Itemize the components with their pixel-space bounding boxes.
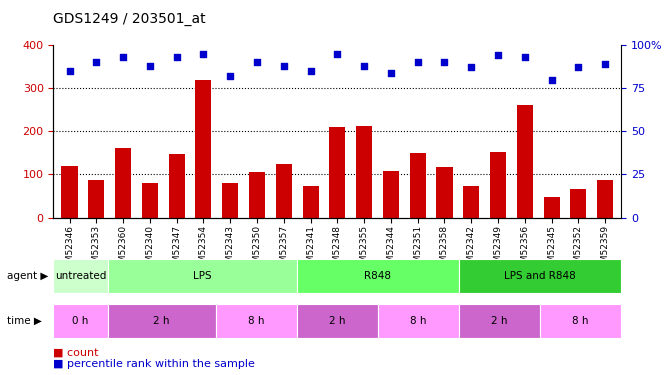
- Point: [385, 70, 396, 76]
- Text: untreated: untreated: [55, 271, 106, 280]
- Bar: [195, 80, 212, 218]
- Bar: [329, 127, 345, 218]
- Bar: [303, 186, 319, 218]
- Text: 8 h: 8 h: [248, 316, 265, 326]
- Point: [91, 59, 102, 65]
- Bar: [356, 126, 372, 218]
- Point: [600, 61, 611, 67]
- Bar: [517, 105, 533, 218]
- Bar: [436, 167, 452, 218]
- Point: [466, 64, 476, 70]
- Bar: [463, 186, 479, 218]
- Bar: [490, 152, 506, 217]
- Point: [64, 68, 75, 74]
- Point: [118, 54, 128, 60]
- Bar: [222, 183, 238, 218]
- Bar: [168, 154, 184, 218]
- Point: [252, 59, 263, 65]
- Bar: [276, 164, 292, 218]
- Point: [359, 63, 369, 69]
- Text: ■ count: ■ count: [53, 348, 99, 357]
- Bar: [61, 166, 77, 218]
- Point: [279, 63, 289, 69]
- Point: [546, 76, 557, 82]
- Bar: [88, 180, 104, 218]
- Point: [225, 73, 236, 79]
- Text: 2 h: 2 h: [154, 316, 170, 326]
- Bar: [409, 153, 426, 218]
- Point: [493, 53, 504, 58]
- Point: [144, 63, 155, 69]
- Point: [198, 51, 209, 57]
- Bar: [115, 148, 131, 217]
- Point: [412, 59, 423, 65]
- Point: [305, 68, 316, 74]
- Text: GDS1249 / 203501_at: GDS1249 / 203501_at: [53, 12, 206, 26]
- Text: LPS: LPS: [193, 271, 212, 280]
- Text: agent ▶: agent ▶: [7, 271, 48, 280]
- Point: [439, 59, 450, 65]
- Text: ■ percentile rank within the sample: ■ percentile rank within the sample: [53, 359, 255, 369]
- Point: [520, 54, 530, 60]
- Point: [332, 51, 343, 57]
- Bar: [249, 172, 265, 217]
- Text: 8 h: 8 h: [572, 316, 589, 326]
- Text: 2 h: 2 h: [329, 316, 345, 326]
- Bar: [142, 183, 158, 218]
- Text: R848: R848: [365, 271, 391, 280]
- Text: LPS and R848: LPS and R848: [504, 271, 576, 280]
- Point: [171, 54, 182, 60]
- Text: 0 h: 0 h: [72, 316, 89, 326]
- Bar: [383, 171, 399, 217]
- Bar: [544, 197, 560, 217]
- Text: 2 h: 2 h: [492, 316, 508, 326]
- Bar: [570, 189, 587, 217]
- Text: 8 h: 8 h: [410, 316, 427, 326]
- Text: time ▶: time ▶: [7, 316, 41, 326]
- Bar: [597, 180, 613, 218]
- Point: [573, 64, 584, 70]
